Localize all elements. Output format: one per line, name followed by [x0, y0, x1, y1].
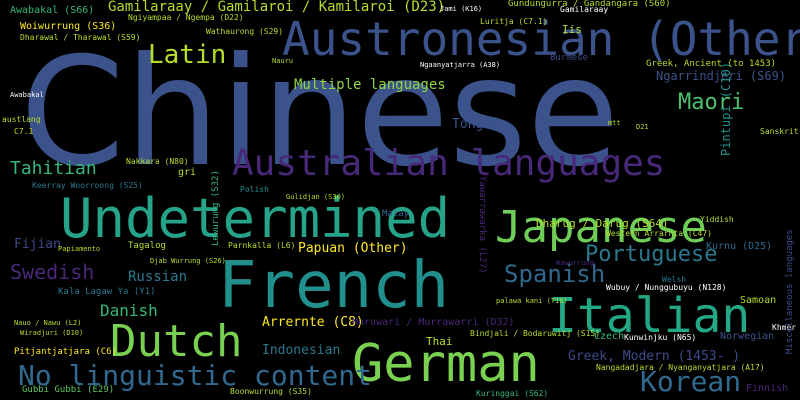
word-thai: Thai [426, 335, 453, 348]
word-western-arrarnta: Western Arrarnta (C47) [606, 229, 712, 238]
word-nakkara: Nakkara (N80) [126, 157, 189, 166]
word-swedish: Swedish [10, 260, 95, 284]
word-samoan: Samoan [740, 295, 777, 306]
word-malay: Malay [382, 209, 410, 219]
word-wathaurong: Wathaurong (S29) [206, 27, 284, 36]
word-chinese: Chinese [20, 26, 620, 200]
word-tongan: Tongan [452, 117, 499, 132]
word-papuan: Papuan (Other) [298, 241, 408, 256]
word-wubuy: Wubuy / Nunggubuyu (N128) [606, 283, 727, 292]
word-palawa-kani: palawa kani (T16) [496, 297, 568, 305]
word-sanskrit: Sanskrit [760, 127, 799, 136]
word-italian: Italian [548, 288, 751, 344]
word-no-linguistic-content: No linguistic content [18, 359, 373, 392]
word-muruwari: Muruwari / Murrawarri (D32) [352, 317, 515, 328]
word-lewurung: Lewurung (S32) [211, 170, 221, 246]
word-yawarrawarka: Yawarrawarka (L27) [477, 176, 487, 274]
word-kurnu: Kurnu (D25) [706, 241, 773, 252]
word-wiradjuri: Wiradjuri (D10) [20, 329, 84, 337]
word-boonwurrung: Boonwurrung (S35) [230, 387, 312, 396]
word-kala-lagaw-ya: Kala Lagaw Ya (Y1) [58, 287, 156, 297]
word-gundungurra: Gundungurra / Gandangara (S60) [508, 0, 671, 9]
word-gri: gri [178, 167, 197, 178]
word-gubbi-gubbi: Gubbi Gubbi (E29) [22, 385, 115, 395]
word-korean: Korean [640, 365, 742, 398]
word-tahitian: Tahitian [10, 158, 97, 179]
word-welsh: Welsh [662, 275, 687, 284]
word-d21: D21 [636, 123, 649, 131]
word-djab-wurrung: Djab Wurrung (S26) [150, 257, 226, 265]
word-nauo: Nauo / Nawu (L2) [14, 319, 82, 327]
word-pintupi: Pintupi (C10) [719, 62, 733, 156]
word-russian: Russian [128, 269, 188, 285]
word-latin: Latin [148, 40, 227, 70]
word-nangadadjara: Nangadadjara / Nyanganyatjara (A17) [596, 363, 765, 372]
word-austlang: austlang [2, 115, 41, 124]
word-yiddish: Yiddish [700, 215, 734, 224]
word-austronesian: Austronesian (Other) [282, 12, 800, 66]
word-maori: Maori [678, 90, 745, 115]
word-danish: Danish [100, 301, 158, 320]
word-multiple-languages: Multiple languages [294, 77, 446, 93]
word-kuringgai: Kuringgai (S62) [476, 389, 549, 398]
word-german: German [352, 334, 540, 394]
word-mtt: mtt [608, 119, 621, 127]
word-indonesian: Indonesian [262, 343, 341, 358]
word-australian-languages: Australian languages [232, 143, 666, 184]
word-nauru: Nauru [272, 57, 294, 65]
word-gulidjan: Gulidjan (S30) [286, 193, 346, 201]
word-c7-1: C7.1 [14, 127, 34, 136]
word-undetermined: Undetermined [60, 187, 451, 250]
word-greek-modern: Greek, Modern (1453- ) [568, 349, 741, 364]
word-keerray-woorroong: Keerray Woorroong (S25) [32, 181, 143, 190]
word-jami: Jami (K16) [440, 5, 483, 13]
word-dutch: Dutch [110, 316, 243, 367]
word-wawurrung: Wawurrung [556, 259, 594, 267]
word-japanese: Japanese [495, 202, 707, 253]
word-khmer: Khmer [772, 323, 797, 332]
word-tagalog: Tagalog [128, 241, 166, 251]
word-awabakal-small: Awabakal [10, 91, 44, 99]
word-ngaanyatjarra: Ngaanyatjarra (A38) [420, 61, 501, 69]
word-fijian: Fijian [14, 237, 61, 252]
word-portuguese: Portuguese [585, 242, 718, 267]
word-dharug: Dharug / Darug (S64) [536, 217, 669, 230]
word-luritja: Luritja (C7.1) [480, 17, 548, 26]
word-pitjantjatjara: Pitjantjatjara (C6) [14, 347, 117, 357]
word-czech: Czech [594, 331, 625, 342]
word-french: French [218, 249, 450, 323]
word-ngarrindjeri: Ngarrindjeri (S69) [656, 69, 787, 83]
word-miscellaneous-languages: Miscellaneous languages [785, 229, 795, 354]
word-awabakal: Awabakal (S66) [10, 5, 95, 16]
word-norwegian: Norwegian [720, 331, 775, 342]
word-dharawal: Dharawal / Tharawal (S59) [20, 33, 141, 42]
word-finnish: Finnish [746, 383, 789, 394]
word-burmese: Burmese [550, 53, 588, 63]
word-greek-ancient: Greek, Ancient (to 1453) [646, 59, 777, 69]
word-papiamento: Papiamento [58, 245, 101, 253]
word-gamilaraay-short: Gamilaraay [560, 5, 609, 14]
word-polish: Polish [240, 185, 269, 194]
word-spanish: Spanish [504, 260, 606, 288]
word-iis: Iis [562, 23, 582, 36]
word-bindjali: Bindjali / Bodaruwitj (S15) [470, 329, 601, 338]
word-arrernte: Arrernte (C8) [262, 315, 364, 330]
word-gamilaraay: Gamilaraay / Gamilaroi / Kamilaroi (D23) [108, 0, 446, 15]
word-kunwinjku: Kunwinjku (N65) [624, 333, 697, 342]
word-woiwurrung: Woiwurrung (S36) [20, 21, 117, 32]
word-ngiyampaa: Ngiyampaa / Ngempa (D22) [128, 13, 244, 22]
word-parnkalla: Parnkalla (L6) [228, 241, 296, 250]
